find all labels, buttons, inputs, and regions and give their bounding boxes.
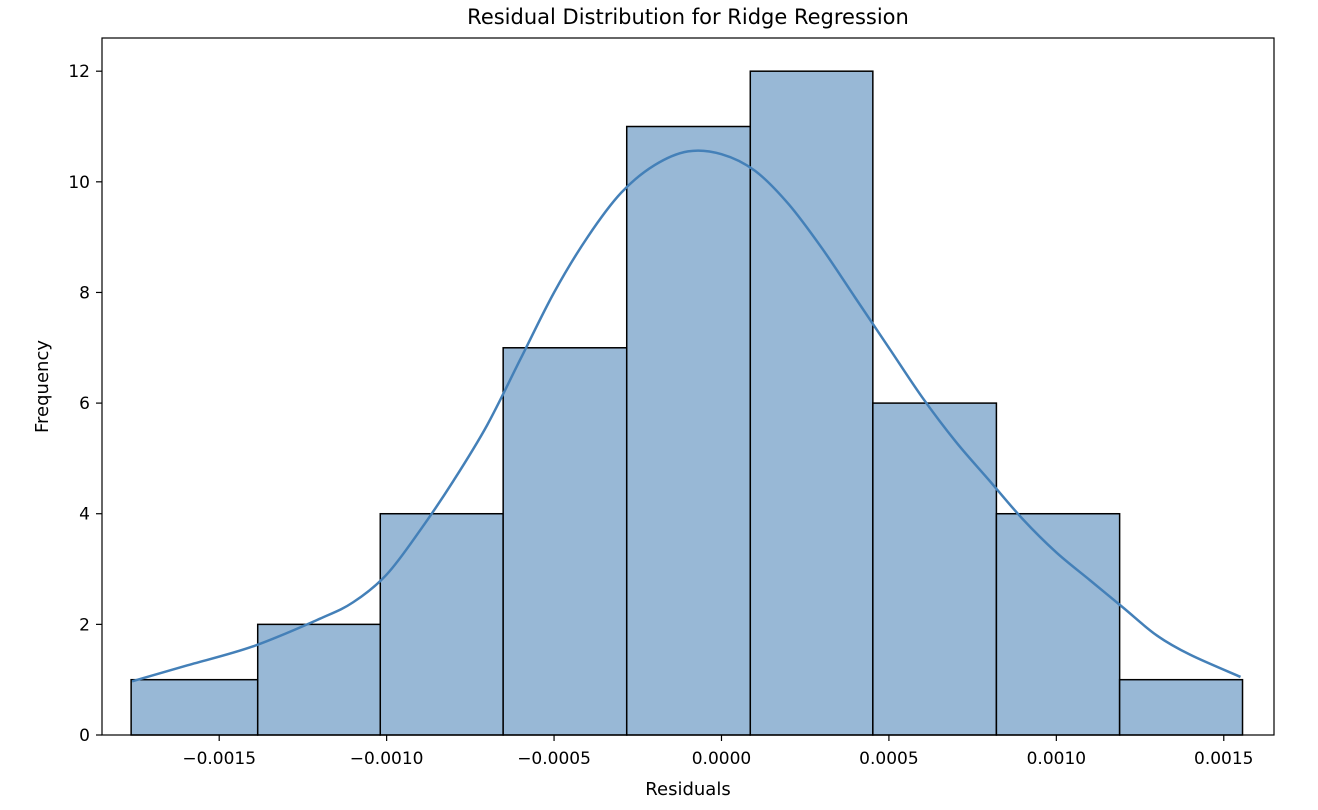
histogram-bar — [749, 70, 874, 736]
kde-curve — [131, 149, 1242, 683]
x-tick-label: 0.0000 — [692, 749, 751, 769]
histogram-bar — [502, 347, 628, 736]
y-tick-label: 8 — [79, 283, 90, 303]
x-tick-label: 0.0005 — [859, 749, 918, 769]
histogram-bar — [256, 623, 382, 736]
y-tick-label: 10 — [68, 173, 90, 193]
chart-title: Residual Distribution for Ridge Regressi… — [467, 5, 909, 29]
y-tick-label: 0 — [79, 726, 90, 746]
plot-frame — [101, 37, 1275, 736]
y-tick-label: 6 — [79, 394, 90, 414]
x-tick-label: −0.0005 — [517, 749, 591, 769]
x-tick-label: 0.0010 — [1027, 749, 1086, 769]
x-tick-label: 0.0015 — [1194, 749, 1253, 769]
y-axis-ticks: 0 2 4 6 8 10 12 — [68, 62, 102, 746]
y-tick-label: 12 — [68, 62, 90, 82]
y-tick-label: 4 — [79, 505, 90, 525]
y-axis-label: Frequency — [32, 340, 53, 433]
y-tick-label: 2 — [79, 615, 90, 635]
histogram-bar — [872, 402, 998, 736]
x-tick-label: −0.0015 — [182, 749, 256, 769]
histogram-bar — [379, 512, 504, 736]
bars-layer — [130, 70, 1244, 736]
x-axis-ticks: −0.0015 −0.0010 −0.0005 0.0000 0.0005 0.0010 0… — [182, 735, 1254, 769]
histogram-bar — [995, 512, 1121, 736]
histogram-bar — [130, 678, 259, 736]
histogram-bar — [625, 125, 752, 736]
x-tick-label: −0.0010 — [350, 749, 424, 769]
x-axis-label: Residuals — [645, 779, 730, 800]
histogram-bar — [1118, 678, 1244, 736]
